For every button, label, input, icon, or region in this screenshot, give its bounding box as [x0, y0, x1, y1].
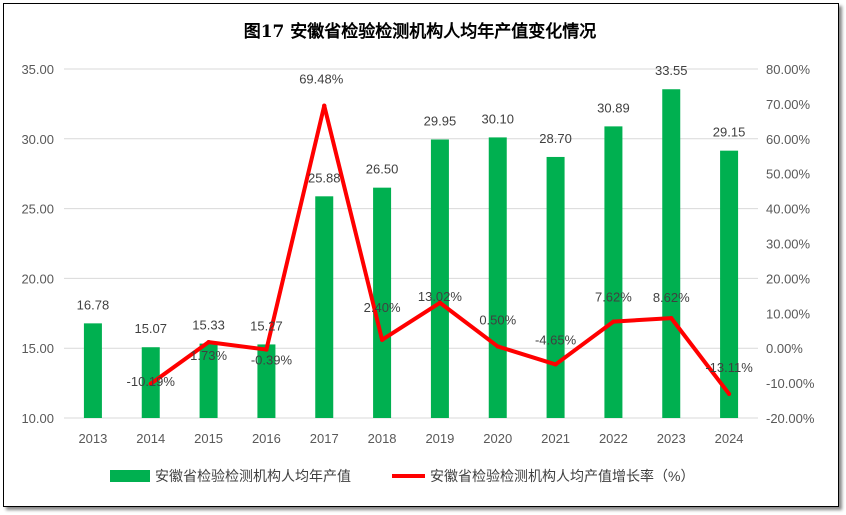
line-segment: [148, 340, 211, 386]
left-tick-label: 25.00: [21, 202, 54, 217]
bar-value-label: 15.27: [250, 318, 283, 333]
line-segment: [611, 316, 674, 324]
line-segment: [264, 103, 327, 352]
x-tick-label: 2014: [136, 431, 165, 446]
bar: [546, 156, 565, 418]
growth-value-label: 7.62%: [595, 290, 632, 305]
bar: [257, 344, 276, 418]
bar-value-label: 30.10: [481, 111, 514, 126]
line-point: [669, 316, 674, 321]
bar: [720, 150, 739, 418]
bar-value-label: 29.95: [424, 113, 457, 128]
legend-line-label: 安徽省检验检测机构人均产值增长率（%）: [430, 468, 694, 484]
bar-value-label: 15.33: [192, 318, 225, 333]
x-tick-label: 2022: [599, 431, 628, 446]
growth-value-label: -13.11%: [705, 360, 753, 375]
growth-value-label: 1.73%: [190, 348, 227, 363]
growth-value-label: 13.02%: [418, 289, 463, 304]
x-tick-label: 2013: [78, 431, 107, 446]
bar: [488, 137, 507, 419]
left-tick-label: 35.00: [21, 62, 54, 77]
legend-bar-swatch: [110, 470, 150, 482]
bar: [315, 196, 334, 418]
bar: [604, 126, 623, 418]
line-segment: [206, 340, 269, 352]
line-segment: [322, 103, 385, 342]
right-tick-label: 50.00%: [766, 167, 811, 182]
line-point: [437, 300, 442, 305]
axes: 10.00 15.00 20.00 25.00 30.00 35.00 -20.00% -10…: [21, 62, 814, 446]
bar: [373, 187, 392, 418]
line-point: [148, 381, 153, 386]
line-segment: [669, 316, 732, 396]
line-segment: [437, 300, 500, 349]
growth-value-label: -4.65%: [535, 332, 577, 347]
left-tick-label: 30.00: [21, 132, 54, 147]
x-tick-label: 2024: [715, 431, 744, 446]
line-point: [553, 362, 558, 367]
line-segment: [553, 319, 616, 367]
bar: [662, 89, 681, 418]
x-tick-label: 2018: [368, 431, 397, 446]
bar-value-label: 28.70: [539, 131, 572, 146]
growth-value-label: 0.50%: [479, 312, 516, 327]
right-tick-label: 40.00%: [766, 202, 811, 217]
gridlines: [64, 68, 758, 419]
growth-value-label: 2.40%: [364, 300, 401, 315]
x-tick-label: 2019: [425, 431, 454, 446]
growth-value-label: -0.39%: [251, 353, 293, 368]
line-point: [264, 347, 269, 352]
right-tick-label: 60.00%: [766, 132, 811, 147]
bar: [430, 139, 449, 419]
bars: [83, 89, 739, 419]
left-tick-label: 15.00: [21, 341, 54, 356]
growth-value-label: 8.62%: [653, 290, 690, 305]
bar-value-label: 25.88: [308, 170, 341, 185]
x-tick-label: 2020: [483, 431, 512, 446]
line-point: [322, 103, 327, 108]
growth-value-label: -10.19%: [127, 374, 176, 389]
line-point: [495, 344, 500, 349]
x-tick-label: 2015: [194, 431, 223, 446]
line-segment: [380, 300, 442, 342]
left-tick-label: 10.00: [21, 411, 54, 426]
right-tick-label: 20.00%: [766, 271, 811, 286]
x-tick-label: 2016: [252, 431, 281, 446]
line-point: [206, 340, 211, 345]
bar-value-label: 16.78: [77, 297, 110, 312]
right-tick-label: 80.00%: [766, 62, 811, 77]
line-point: [380, 337, 385, 342]
bar: [83, 323, 102, 418]
bar-value-label: 26.50: [366, 162, 399, 177]
data-labels: 16.78 15.07 15.33 15.27 25.88 26.50 29.95 30.10…: [77, 63, 754, 389]
bar-value-label: 29.15: [713, 125, 746, 140]
legend-bar-label: 安徽省检验检测机构人均年产值: [155, 468, 351, 484]
right-tick-label: 30.00%: [766, 237, 811, 252]
chart-frame: [3, 3, 839, 507]
legend: 安徽省检验检测机构人均年产值 安徽省检验检测机构人均产值增长率（%）: [110, 468, 694, 484]
growth-value-label: 69.48%: [299, 72, 344, 87]
right-tick-label: 70.00%: [766, 97, 811, 112]
chart-title: 图17 安徽省检验检测机构人均年产值变化情况: [244, 21, 597, 42]
right-tick-label: 10.00%: [766, 306, 811, 321]
right-tick-label: -10.00%: [766, 376, 815, 391]
bar-value-label: 30.89: [597, 100, 630, 115]
growth-line: [148, 103, 732, 396]
bar: [199, 343, 218, 418]
x-tick-label: 2021: [541, 431, 570, 446]
right-tick-label: -20.00%: [766, 411, 815, 426]
line-segment: [495, 344, 558, 367]
bar-value-label: 33.55: [655, 63, 688, 78]
bar-value-label: 15.07: [134, 321, 167, 336]
x-tick-label: 2017: [310, 431, 339, 446]
line-point: [611, 319, 616, 324]
line-point: [727, 391, 732, 396]
x-tick-label: 2023: [657, 431, 686, 446]
left-tick-label: 20.00: [21, 271, 54, 286]
right-tick-label: 0.00%: [766, 341, 803, 356]
